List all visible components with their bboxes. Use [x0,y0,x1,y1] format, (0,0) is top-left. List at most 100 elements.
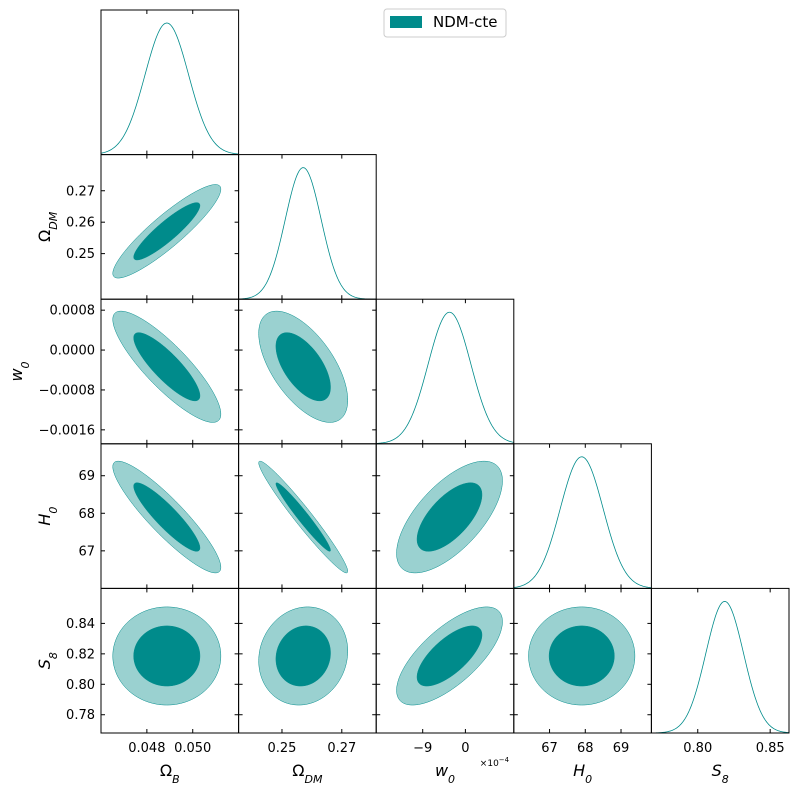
panel-frame [238,154,377,300]
y-tick-label: 0.78 [66,708,95,723]
x-tick-label: 0.25 [267,741,296,756]
panel-content [528,606,636,706]
y-tick-label: 0.84 [66,617,95,632]
x-tick-label: 0.048 [128,741,165,756]
label-symbol: S [712,761,722,780]
x-tick-label: 69 [613,741,630,756]
panel-content [396,460,503,574]
x-tick-label: 0.85 [756,741,785,756]
panel [238,154,377,300]
y-tick-label: 67 [78,544,95,559]
panel: 0.25 0.26 0.27 [66,154,240,300]
axis-label: H0 [35,507,60,526]
legend-label: NDM-cte [433,13,497,31]
marginal-curve [651,601,790,734]
label-symbol: Ω [35,230,54,242]
legend-patch [390,16,422,28]
axis-label: ΩDM [35,211,60,242]
y-tick-label: 0.0008 [50,304,96,319]
label-symbol: H [573,761,585,780]
panel-content [258,606,348,706]
panel [238,443,377,589]
panel-frame [100,9,240,156]
x-tick-label: −9 [413,741,432,756]
x-tick-label: 0.27 [327,741,356,756]
label-symbol: S [35,659,54,669]
panel [238,298,377,445]
label-sub: 0 [19,361,32,368]
panel: 67 68 69 [78,443,240,589]
label-symbol: w [7,368,26,382]
label-sub: 0 [585,773,592,786]
y-tick-label: 0.80 [66,678,95,693]
panel: 0.80 0.85 [650,587,790,756]
panel [375,298,515,445]
contour-68 [133,482,201,552]
panel-frame [375,298,515,445]
label-sub: DM [305,773,323,786]
axis-label: S8 [712,761,729,786]
label-sub: 0 [47,507,60,514]
panel-content [513,456,652,589]
contour-68 [548,625,615,687]
y-tick-label: 0.0000 [50,344,96,359]
panel: 0.78 0.80 0.82 0.84 0.048 0.050 [66,587,240,756]
contour-68 [275,625,331,687]
x-tick-label: 0.80 [683,741,712,756]
contour-68 [133,332,201,402]
label-sub: 0 [448,773,455,786]
panel [375,443,515,589]
panel-content [396,606,503,706]
marginal-curve [376,311,514,444]
axis-label: ΩB [160,761,180,786]
axis-label: w0 [7,361,32,381]
label-sub: DM [47,211,60,229]
y-tick-label: −0.0016 [39,423,95,438]
panel: 67 68 69 [513,587,652,756]
panel [513,443,652,589]
panel-content [112,460,222,574]
panel: −0.0016 −0.0008 0.0000 0.0008 [39,298,240,445]
panel-content [376,311,514,444]
y-tick-label: 68 [78,507,95,522]
marginal-curve [238,167,377,300]
y-tick-label: 0.27 [66,184,95,199]
panel-frame [650,587,790,734]
contour-68 [133,202,201,261]
y-tick-label: −0.0008 [39,383,95,398]
label-sub: B [172,773,180,786]
label-symbol: H [35,514,54,526]
axis-label: w0 [435,761,455,786]
label-symbol: Ω [292,761,304,780]
panel: 0.25 0.27 [238,587,377,756]
panel-content [112,310,222,423]
legend: NDM-cte [383,8,507,38]
offset-base: ×10 [480,759,499,769]
y-tick-label: 0.82 [66,647,95,662]
axis-label: S8 [35,652,60,669]
contour-68 [416,625,483,687]
axis-label: H0 [573,761,592,786]
panel [100,9,240,156]
label-symbol: w [435,761,449,780]
x-tick-label: 0.050 [174,741,211,756]
offset-text: ×10−4 [480,756,510,769]
contour-68 [275,482,331,552]
label-sub: 8 [47,652,60,659]
label-sub: 8 [722,773,729,786]
panel-content [238,167,377,300]
x-tick-label: 0 [461,741,469,756]
x-tick-label: 67 [541,741,558,756]
y-tick-label: 0.25 [66,247,95,262]
panel-content [112,606,222,706]
marginal-curve [101,22,239,155]
contour-68 [275,332,331,402]
panel-content [258,460,348,574]
panel-content [258,310,348,423]
x-tick-label: 68 [577,741,594,756]
axis-label: ΩDM [292,761,323,786]
panel: −9 0 [375,587,515,756]
y-tick-label: 69 [78,469,95,484]
contour-68 [133,625,201,687]
